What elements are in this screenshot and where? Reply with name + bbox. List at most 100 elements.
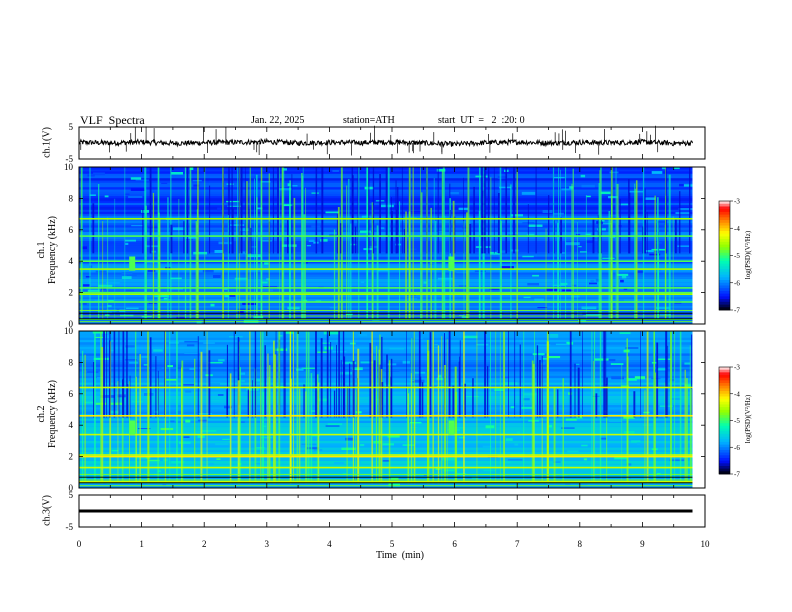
ch1-spectrogram-sferic [391, 197, 392, 254]
ch2-spectrogram-patch [415, 368, 431, 372]
ch2-spectrogram-sferic [577, 367, 580, 418]
ch2-spectrogram-row [79, 452, 693, 455]
ch1-spectrogram-colorbar-tick-label: -4 [734, 225, 740, 233]
ch2-spectrogram-sferic [691, 334, 693, 418]
ch2-spectrogram-sferic [264, 345, 266, 418]
ch1-spectrogram-patch [214, 250, 224, 253]
ch1-spectrogram-ytick-label: 4 [69, 256, 74, 266]
ch2-spectrogram-patch [137, 428, 151, 430]
ch1-spectrogram-patch [522, 255, 534, 258]
ch1-spectrogram-colorbar-cell [719, 252, 730, 256]
ch1-spectrogram-patch [675, 212, 690, 214]
ch2-spectrogram-patch [307, 370, 312, 372]
ch2-spectrogram-ytick-label: 4 [69, 420, 74, 430]
ch1-spectrogram-patch [602, 223, 612, 225]
ch2-spectrogram-patch [547, 356, 561, 359]
ch1-spectrogram-patch [407, 248, 417, 250]
ch1-spectrogram-patch [617, 273, 629, 276]
ch2-spectrogram-patch [184, 340, 198, 343]
station-label: station=ATH [343, 115, 395, 126]
ch1-spectrogram-sferic [403, 229, 405, 254]
ch1-spectrogram-patch [575, 233, 581, 236]
ch1-spectrogram-sferic [144, 167, 147, 320]
ch2-spectrogram-sferic [380, 369, 383, 484]
ch2-spectrogram-patch [657, 368, 667, 371]
ch1-spectrogram-sferic [385, 167, 388, 254]
ch1-spectrogram-patch [590, 238, 600, 241]
ch1-spectrogram-colorbar-cell [719, 255, 730, 259]
ch2-spectrogram-sferic [254, 331, 257, 418]
ch1-spectrogram-sferic [248, 208, 250, 254]
ch1-spectrogram-colorbar-cell [719, 222, 730, 226]
ch2-spectrogram-colorbar-cell [719, 369, 730, 373]
ch2-spectrogram-sferic [667, 345, 669, 418]
ch2-spectrogram-sferic [514, 331, 516, 418]
ch2-spectrogram-sferic [100, 331, 102, 484]
ch1-spectrogram-row [79, 299, 693, 302]
ch2-spectrogram-patch [198, 413, 212, 416]
x-tick-label: 4 [327, 539, 332, 549]
x-tick-label: 7 [515, 539, 520, 549]
ch2-spectrogram-sferic [519, 344, 521, 418]
ch1-spectrogram-patch [537, 307, 548, 309]
ch2-spectrogram-patch [464, 396, 479, 398]
ch1-spectrogram-patch [283, 204, 293, 207]
ch1-spectrogram-patch [98, 311, 112, 314]
ch1-spectrogram-patch [526, 233, 535, 236]
ch2-spectrogram-patch [582, 349, 596, 352]
ch1-spectrogram-patch [213, 275, 221, 278]
ch1-spectrogram-patch [282, 168, 287, 171]
ch2-spectrogram-patch [565, 483, 571, 487]
ch1-spectrogram-sferic [189, 167, 192, 320]
ch1-spectrogram-sferic [291, 174, 293, 254]
ch1-spectrogram-sferic [232, 208, 234, 254]
ch2-spectrogram-patch [521, 406, 533, 409]
ch2-spectrogram-patch [373, 441, 382, 444]
ch2-spectrogram-row [79, 449, 693, 453]
ch2-spectrogram-sferic [599, 331, 602, 484]
ch1-spectrogram-patch [462, 227, 469, 229]
ch2-spectrogram-patch [104, 335, 110, 339]
ch2-spectrogram-patch [354, 395, 369, 397]
ch1-spectrogram-band [79, 260, 693, 262]
ch1-spectrogram-patch [125, 239, 136, 242]
ch2-spectrogram-patch [634, 376, 646, 380]
ch2-spectrogram-patch [215, 442, 229, 446]
ch2-spectrogram-colorbar-cell [719, 444, 730, 448]
ch2-spectrogram-colorbar-tick-label: -5 [734, 417, 740, 425]
ch2-spectrogram-sferic [109, 331, 111, 418]
ch1-spectrogram-sferic [420, 215, 422, 320]
ch2-spectrogram-patch [504, 461, 511, 463]
ch1-spectrogram-ytick-label: 10 [64, 162, 74, 172]
x-tick-label: 5 [390, 539, 395, 549]
ch1-colorbar-label: log(PSD)(V²/Hz) [744, 230, 752, 280]
ch1-spectrogram-sferic [368, 167, 370, 254]
ch2-spectrogram-sferic [539, 360, 541, 418]
ch1-spectrogram-patch [586, 195, 591, 198]
ch2-spectrogram-patch [409, 421, 422, 424]
ch2-spectrogram-colorbar-cell [719, 404, 730, 408]
ch1-spectrogram-sferic [272, 167, 274, 254]
ch3-waveform-panel: 5 -5 [66, 490, 706, 532]
ch2-spectrogram-sferic [654, 372, 656, 484]
ch1-spectrogram-sferic [195, 221, 198, 320]
ch2-spectrogram-colorbar-cell [719, 465, 730, 470]
ch2-spectrogram-ytick-label: 2 [69, 452, 74, 462]
ch1-spectrogram-patch [193, 184, 200, 187]
ch2-spectrogram-patch [217, 394, 224, 396]
ch2-spectrogram-patch [523, 398, 530, 401]
ch1-spectrogram-sferic [142, 209, 144, 254]
ch2-spectrogram-patch [507, 459, 523, 461]
ch1-spectrogram-band [79, 301, 693, 303]
ch2-spectrogram-ytick-label: 6 [69, 389, 74, 399]
ch2-spectrogram-sferic [656, 342, 659, 418]
ch1-spectrogram-patch [287, 183, 291, 187]
ch1-spectrogram-patch [234, 277, 248, 281]
ch1-spectrogram-patch [580, 174, 586, 178]
ch1-spectrogram-sferic [80, 167, 82, 320]
ch2-spectrogram-patch [623, 415, 635, 419]
ch2-spectrogram-colorbar-cell [719, 396, 730, 400]
ch2-spectrogram-colorbar-cell [719, 409, 730, 413]
ch2-spectrogram-row [79, 447, 693, 451]
ch1-spectrogram-sferic [246, 181, 248, 320]
